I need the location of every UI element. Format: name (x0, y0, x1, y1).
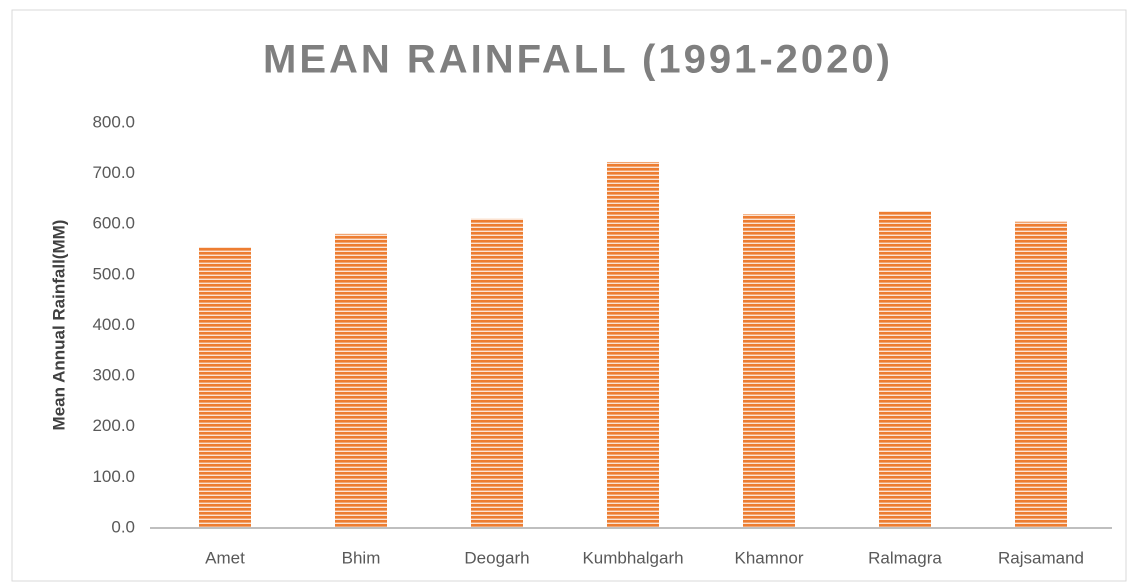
x-tick-label: Kumbhalgarh (582, 548, 683, 567)
bar (743, 214, 795, 528)
y-tick-label: 800.0 (92, 112, 135, 131)
y-tick-label: 300.0 (92, 366, 135, 385)
x-tick-label: Deogarh (464, 548, 529, 567)
y-tick-label: 200.0 (92, 416, 135, 435)
chart-frame (11, 9, 1127, 582)
bar (335, 233, 387, 528)
bar (199, 247, 251, 528)
y-tick-label: 500.0 (92, 264, 135, 283)
x-tick-label: Bhim (342, 548, 381, 567)
x-tick-label: Rajsamand (998, 548, 1084, 567)
x-tick-label: Amet (205, 548, 245, 567)
bar (607, 161, 659, 528)
y-tick-label: 700.0 (92, 163, 135, 182)
x-tick-label: Khamnor (735, 548, 804, 567)
y-tick-label: 100.0 (92, 467, 135, 486)
bar (879, 211, 931, 528)
y-tick-label: 0.0 (111, 517, 135, 536)
y-axis-label: Mean Annual Rainfall(MM) (49, 220, 68, 431)
bar (471, 218, 523, 528)
x-tick-label: Ralmagra (868, 548, 942, 567)
chart-title: MEAN RAINFALL (1991-2020) (263, 38, 893, 82)
bar (1015, 221, 1067, 528)
y-tick-label: 600.0 (92, 214, 135, 233)
y-tick-label: 400.0 (92, 315, 135, 334)
